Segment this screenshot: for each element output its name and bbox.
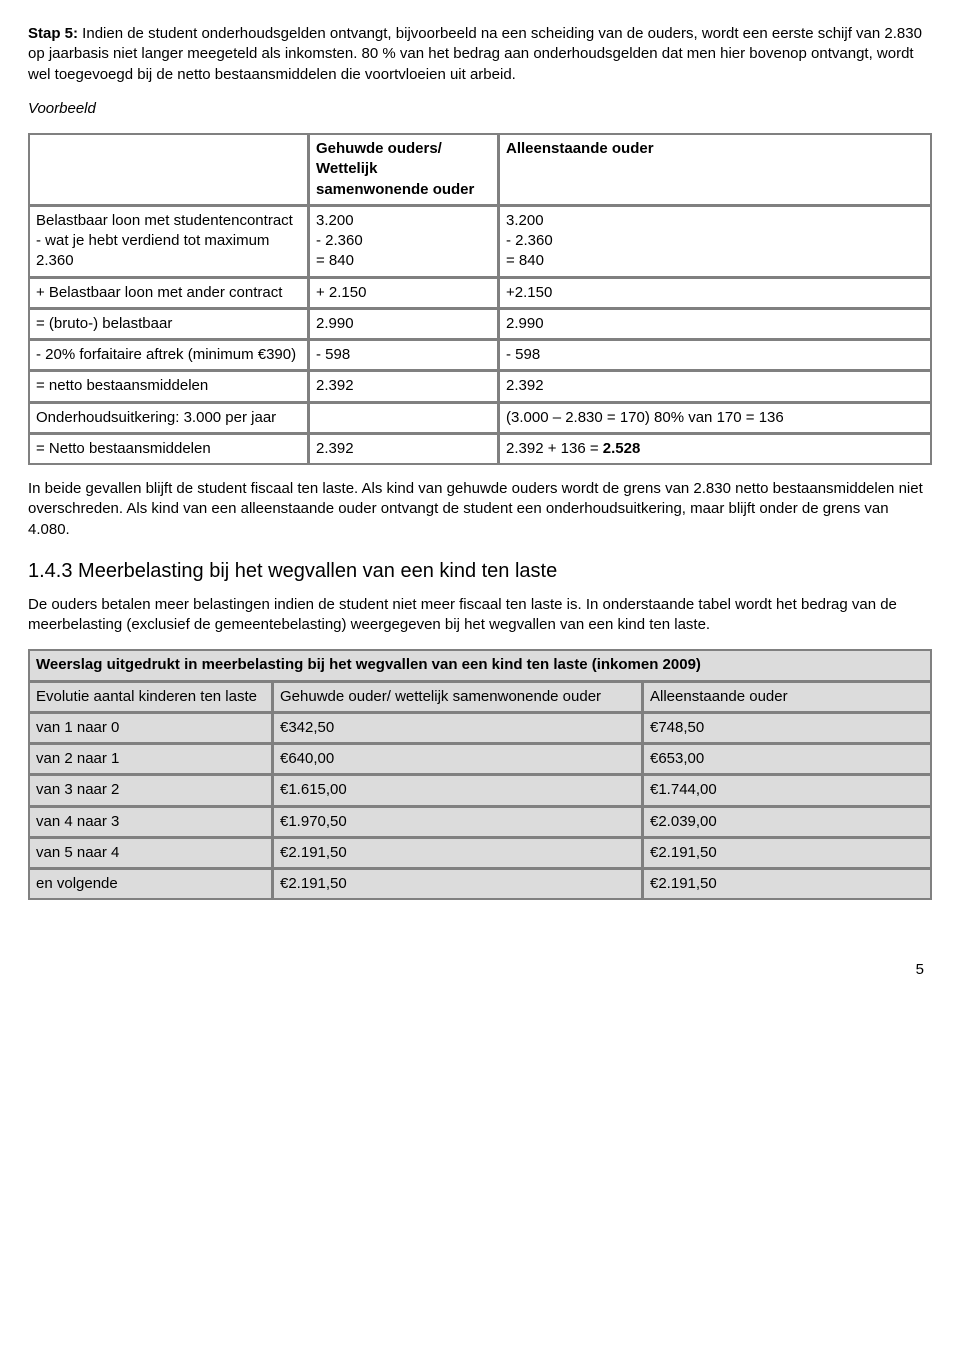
- cell: 2.392: [499, 371, 931, 401]
- table-header-row: Gehuwde ouders/ Wettelijk samenwonende o…: [29, 134, 931, 205]
- page-number: 5: [28, 960, 932, 980]
- empty-header: [29, 134, 308, 205]
- table-row: van 1 naar 0 €342,50 €748,50: [29, 713, 931, 743]
- step5-label: Stap 5:: [28, 25, 78, 42]
- cell: 2.392: [309, 434, 498, 464]
- table-row: van 3 naar 2 €1.615,00 €1.744,00: [29, 775, 931, 805]
- header-married: Gehuwde ouder/ wettelijk samenwonende ou…: [273, 682, 642, 712]
- cell: €2.191,50: [273, 838, 642, 868]
- cell: 2.990: [309, 309, 498, 339]
- step5-paragraph: Stap 5: Indien de student onderhoudsgeld…: [28, 24, 932, 85]
- cell: €653,00: [643, 744, 931, 774]
- table-row: = netto bestaansmiddelen 2.392 2.392: [29, 371, 931, 401]
- cell: Onderhoudsuitkering: 3.000 per jaar: [29, 403, 308, 433]
- table-row: van 2 naar 1 €640,00 €653,00: [29, 744, 931, 774]
- cell: €342,50: [273, 713, 642, 743]
- cell-pre: 2.392 + 136 =: [506, 440, 603, 457]
- cell: van 3 naar 2: [29, 775, 272, 805]
- header-single: Alleenstaande ouder: [643, 682, 931, 712]
- impact-table: Weerslag uitgedrukt in meerbelasting bij…: [28, 649, 932, 900]
- cell: van 5 naar 4: [29, 838, 272, 868]
- cell: = netto bestaansmiddelen: [29, 371, 308, 401]
- cell: en volgende: [29, 869, 272, 899]
- table-row: en volgende €2.191,50 €2.191,50: [29, 869, 931, 899]
- table-title-row: Weerslag uitgedrukt in meerbelasting bij…: [29, 650, 931, 680]
- voorbeeld-label: Voorbeeld: [28, 99, 932, 119]
- cell: 3.200- 2.360= 840: [499, 206, 931, 277]
- cell: + Belastbaar loon met ander contract: [29, 278, 308, 308]
- table2-title: Weerslag uitgedrukt in meerbelasting bij…: [29, 650, 931, 680]
- cell: [309, 403, 498, 433]
- table-header-row: Evolutie aantal kinderen ten laste Gehuw…: [29, 682, 931, 712]
- table-row: - 20% forfaitaire aftrek (minimum €390) …: [29, 340, 931, 370]
- cell: €1.615,00: [273, 775, 642, 805]
- cell: 2.392: [309, 371, 498, 401]
- table-row: = Netto bestaansmiddelen 2.392 2.392 + 1…: [29, 434, 931, 464]
- cell: €1.970,50: [273, 807, 642, 837]
- cell: €2.191,50: [273, 869, 642, 899]
- cell-bold: 2.528: [603, 440, 641, 457]
- cell: €640,00: [273, 744, 642, 774]
- header-evolution: Evolutie aantal kinderen ten laste: [29, 682, 272, 712]
- cell: van 1 naar 0: [29, 713, 272, 743]
- table-row: van 5 naar 4 €2.191,50 €2.191,50: [29, 838, 931, 868]
- cell: €1.744,00: [643, 775, 931, 805]
- cell: = (bruto-) belastbaar: [29, 309, 308, 339]
- cell: - 20% forfaitaire aftrek (minimum €390): [29, 340, 308, 370]
- cell: van 2 naar 1: [29, 744, 272, 774]
- table-row: = (bruto-) belastbaar 2.990 2.990: [29, 309, 931, 339]
- cell: Belastbaar loon met studentencontract- w…: [29, 206, 308, 277]
- summary-paragraph: In beide gevallen blijft de student fisc…: [28, 479, 932, 540]
- step5-text: Indien de student onderhoudsgelden ontva…: [28, 25, 922, 83]
- cell: 3.200- 2.360= 840: [309, 206, 498, 277]
- header-married: Gehuwde ouders/ Wettelijk samenwonende o…: [309, 134, 498, 205]
- cell: (3.000 – 2.830 = 170) 80% van 170 = 136: [499, 403, 931, 433]
- section-143-paragraph: De ouders betalen meer belastingen indie…: [28, 595, 932, 636]
- table-row: + Belastbaar loon met ander contract + 2…: [29, 278, 931, 308]
- cell: €748,50: [643, 713, 931, 743]
- table-row: Belastbaar loon met studentencontract- w…: [29, 206, 931, 277]
- cell: €2.191,50: [643, 838, 931, 868]
- header-single: Alleenstaande ouder: [499, 134, 931, 205]
- cell: + 2.150: [309, 278, 498, 308]
- cell: 2.392 + 136 = 2.528: [499, 434, 931, 464]
- table-row: van 4 naar 3 €1.970,50 €2.039,00: [29, 807, 931, 837]
- section-heading-143: 1.4.3 Meerbelasting bij het wegvallen va…: [28, 558, 932, 585]
- cell: - 598: [499, 340, 931, 370]
- cell: €2.191,50: [643, 869, 931, 899]
- cell: +2.150: [499, 278, 931, 308]
- cell: van 4 naar 3: [29, 807, 272, 837]
- cell: €2.039,00: [643, 807, 931, 837]
- cell: 2.990: [499, 309, 931, 339]
- example-table: Gehuwde ouders/ Wettelijk samenwonende o…: [28, 133, 932, 465]
- cell: = Netto bestaansmiddelen: [29, 434, 308, 464]
- cell: - 598: [309, 340, 498, 370]
- table-row: Onderhoudsuitkering: 3.000 per jaar (3.0…: [29, 403, 931, 433]
